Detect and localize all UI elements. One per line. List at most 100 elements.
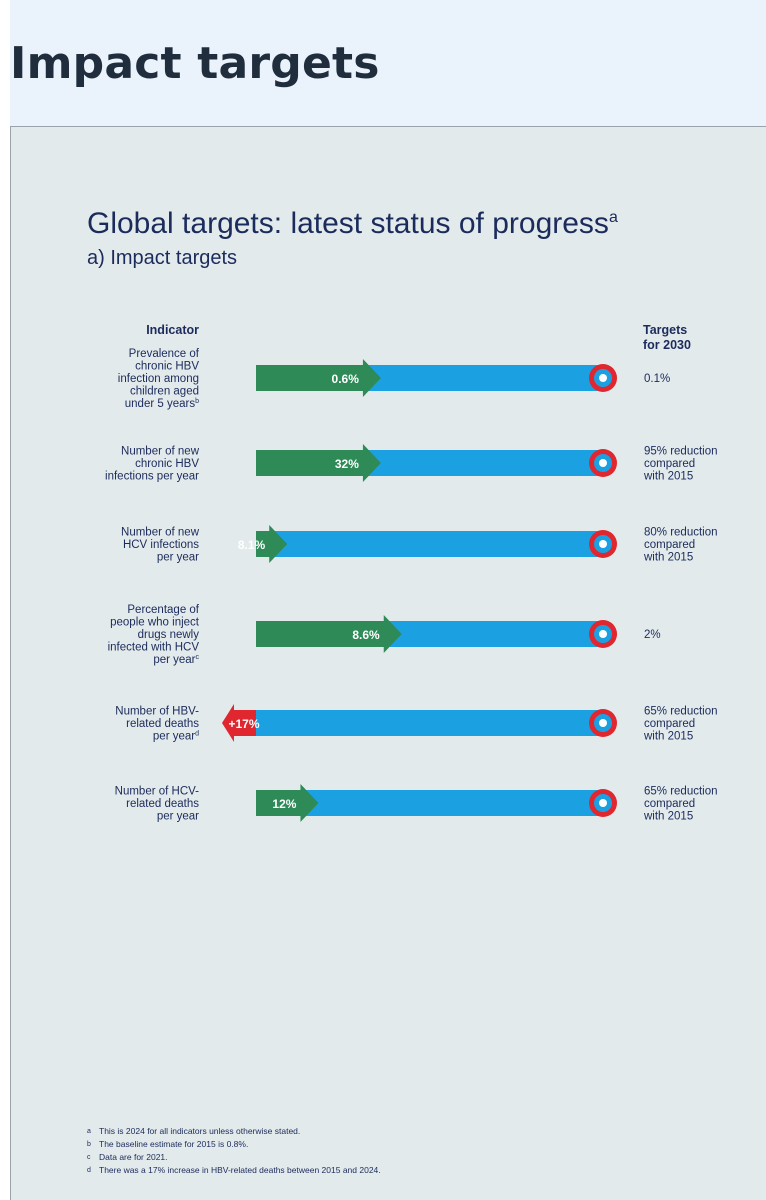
progress-value-label: 8.1% bbox=[238, 538, 266, 552]
footnote-mark: d bbox=[87, 1167, 91, 1174]
chart-title-text: Global targets: latest status of progres… bbox=[87, 207, 609, 240]
indicator-row: 12% Number of HCV-related deaths per year 6… bbox=[115, 784, 718, 823]
footnote: a This is 2024 for all indicators unless … bbox=[87, 1125, 381, 1138]
indicator-label-line: infection among bbox=[118, 373, 199, 385]
indicator-label-line: related deaths bbox=[126, 718, 199, 730]
indicator-label-line: children aged bbox=[130, 386, 199, 398]
indicator-footnote-mark: d bbox=[195, 731, 199, 738]
indicator-label-line: drugs newly bbox=[138, 629, 200, 641]
target-label: 65% reduction compared with 2015 bbox=[643, 786, 718, 823]
target-label: 95% reduction compared with 2015 bbox=[643, 446, 718, 483]
progress-value-label: 12% bbox=[272, 797, 296, 811]
target-label: 80% reduction compared with 2015 bbox=[643, 527, 718, 564]
footnotes: a This is 2024 for all indicators unless … bbox=[87, 1125, 381, 1177]
target-ring-center bbox=[599, 630, 607, 638]
indicator-footnote-mark: b bbox=[195, 398, 199, 405]
target-label-line: compared bbox=[644, 718, 695, 730]
progress-value-label: 8.6% bbox=[352, 628, 380, 642]
indicator-footnote-mark: c bbox=[196, 654, 200, 661]
indicator-label: Percentage of people who inject drugs newl… bbox=[108, 604, 200, 666]
remaining-bar bbox=[256, 710, 603, 736]
chart-subtitle: a) Impact targets bbox=[87, 247, 238, 269]
targets-header-line: for 2030 bbox=[643, 338, 691, 352]
target-label-line: compared bbox=[644, 458, 695, 470]
target-label-line: 65% reduction bbox=[644, 786, 718, 798]
indicator-label: Number of HCV-related deaths per year bbox=[115, 786, 200, 823]
target-label: 0.1% bbox=[644, 373, 670, 385]
indicator-label-line: under 5 yearsb bbox=[125, 398, 199, 410]
indicator-label-line: per year bbox=[157, 811, 199, 823]
indicator-row: +17% Number of HBV-related deaths per year… bbox=[115, 704, 718, 743]
target-label-line: compared bbox=[644, 798, 695, 810]
target-label-line: with 2015 bbox=[643, 552, 693, 564]
targets-header-line: Targets bbox=[643, 323, 688, 337]
target-ring-center bbox=[599, 459, 607, 467]
indicator-label-line: infections per year bbox=[105, 471, 199, 483]
progress-chart: 0.6%Prevalence of chronic HBV infection am… bbox=[105, 348, 718, 823]
progress-arrow bbox=[256, 784, 319, 822]
footnote: d There was a 17% increase in HBV-related… bbox=[87, 1164, 381, 1177]
target-label-line: with 2015 bbox=[643, 811, 693, 823]
progress-arrow bbox=[256, 615, 402, 653]
indicator-row: 0.6% Prevalence of chronic HBV infection am… bbox=[118, 348, 670, 410]
indicator-label-line: Prevalence of bbox=[129, 348, 200, 360]
indicator-label-line: related deaths bbox=[126, 798, 199, 810]
target-label: 2% bbox=[644, 629, 661, 641]
target-label-line: 65% reduction bbox=[644, 706, 718, 718]
indicator-label-line: per yeard bbox=[153, 731, 199, 743]
indicator-label: Prevalence of chronic HBV infection among c… bbox=[118, 348, 200, 410]
footnote-text: This is 2024 for all indicators unless o… bbox=[99, 1126, 301, 1136]
indicator-label-line: chronic HBV bbox=[135, 458, 199, 470]
progress-value-label: 32% bbox=[335, 457, 359, 471]
indicator-label-line: Number of HBV- bbox=[115, 706, 199, 718]
indicator-label-line: Number of new bbox=[121, 527, 200, 539]
indicator-label: Number of HBV-related deaths per yeard bbox=[115, 706, 199, 743]
target-label-line: 95% reduction bbox=[644, 446, 718, 458]
targets-column-header: Targets for 2030 bbox=[643, 323, 743, 353]
target-label-line: with 2015 bbox=[643, 731, 693, 743]
progress-value-label: +17% bbox=[228, 717, 259, 731]
remaining-bar bbox=[256, 531, 603, 557]
target-ring-center bbox=[599, 799, 607, 807]
footnote: c Data are for 2021. bbox=[87, 1151, 381, 1164]
reverse-arrow bbox=[222, 704, 256, 742]
chart-title-footnote-mark: a bbox=[608, 209, 618, 226]
progress-arrow bbox=[256, 444, 381, 482]
footnote-text: There was a 17% increase in HBV-related … bbox=[99, 1165, 381, 1175]
target-ring-center bbox=[599, 540, 607, 548]
infographic-panel: Global targets: latest status of progres… bbox=[10, 127, 766, 1200]
target-label-line: 2% bbox=[644, 629, 661, 641]
footnote-mark: b bbox=[87, 1141, 91, 1148]
indicator-row: 8.1% Number of new HCV infections per year 8… bbox=[121, 525, 718, 564]
progress-arrow bbox=[256, 525, 288, 563]
indicator-column-header: Indicator bbox=[146, 323, 199, 337]
indicator-label: Number of new chronic HBV infections per y… bbox=[105, 446, 200, 483]
footnote-mark: c bbox=[87, 1154, 91, 1161]
indicator-label-line: Number of HCV- bbox=[115, 786, 200, 798]
indicator-label-line: chronic HBV bbox=[135, 361, 199, 373]
footnote: b The baseline estimate for 2015 is 0.8%. bbox=[87, 1138, 381, 1151]
progress-value-label: 0.6% bbox=[332, 372, 360, 386]
footnote-mark: a bbox=[87, 1128, 91, 1135]
indicator-label: Number of new HCV infections per year bbox=[121, 527, 200, 564]
indicator-label-line: infected with HCV bbox=[108, 642, 200, 654]
progress-arrow bbox=[256, 359, 381, 397]
footnote-text: Data are for 2021. bbox=[99, 1152, 168, 1162]
page-header: Impact targets bbox=[10, 0, 766, 127]
page-heading: Impact targets bbox=[10, 38, 380, 89]
indicator-label-line: Percentage of bbox=[127, 604, 199, 616]
target-label-line: 0.1% bbox=[644, 373, 670, 385]
indicator-row: 8.6% Percentage of people who inject drugs … bbox=[108, 604, 661, 666]
target-label-line: compared bbox=[644, 539, 695, 551]
indicator-label-line: per yearc bbox=[153, 654, 199, 666]
target-label: 65% reduction compared with 2015 bbox=[643, 706, 718, 743]
target-label-line: 80% reduction bbox=[644, 527, 718, 539]
indicator-row: 32% Number of new chronic HBV infections pe… bbox=[105, 444, 718, 483]
footnote-text: The baseline estimate for 2015 is 0.8%. bbox=[99, 1139, 249, 1149]
target-ring-center bbox=[599, 374, 607, 382]
indicator-label-line: Number of new bbox=[121, 446, 200, 458]
chart-title: Global targets: latest status of progres… bbox=[87, 207, 618, 241]
indicator-label-line: HCV infections bbox=[123, 539, 199, 551]
target-ring-center bbox=[599, 719, 607, 727]
indicator-label-line: people who inject bbox=[110, 617, 200, 629]
